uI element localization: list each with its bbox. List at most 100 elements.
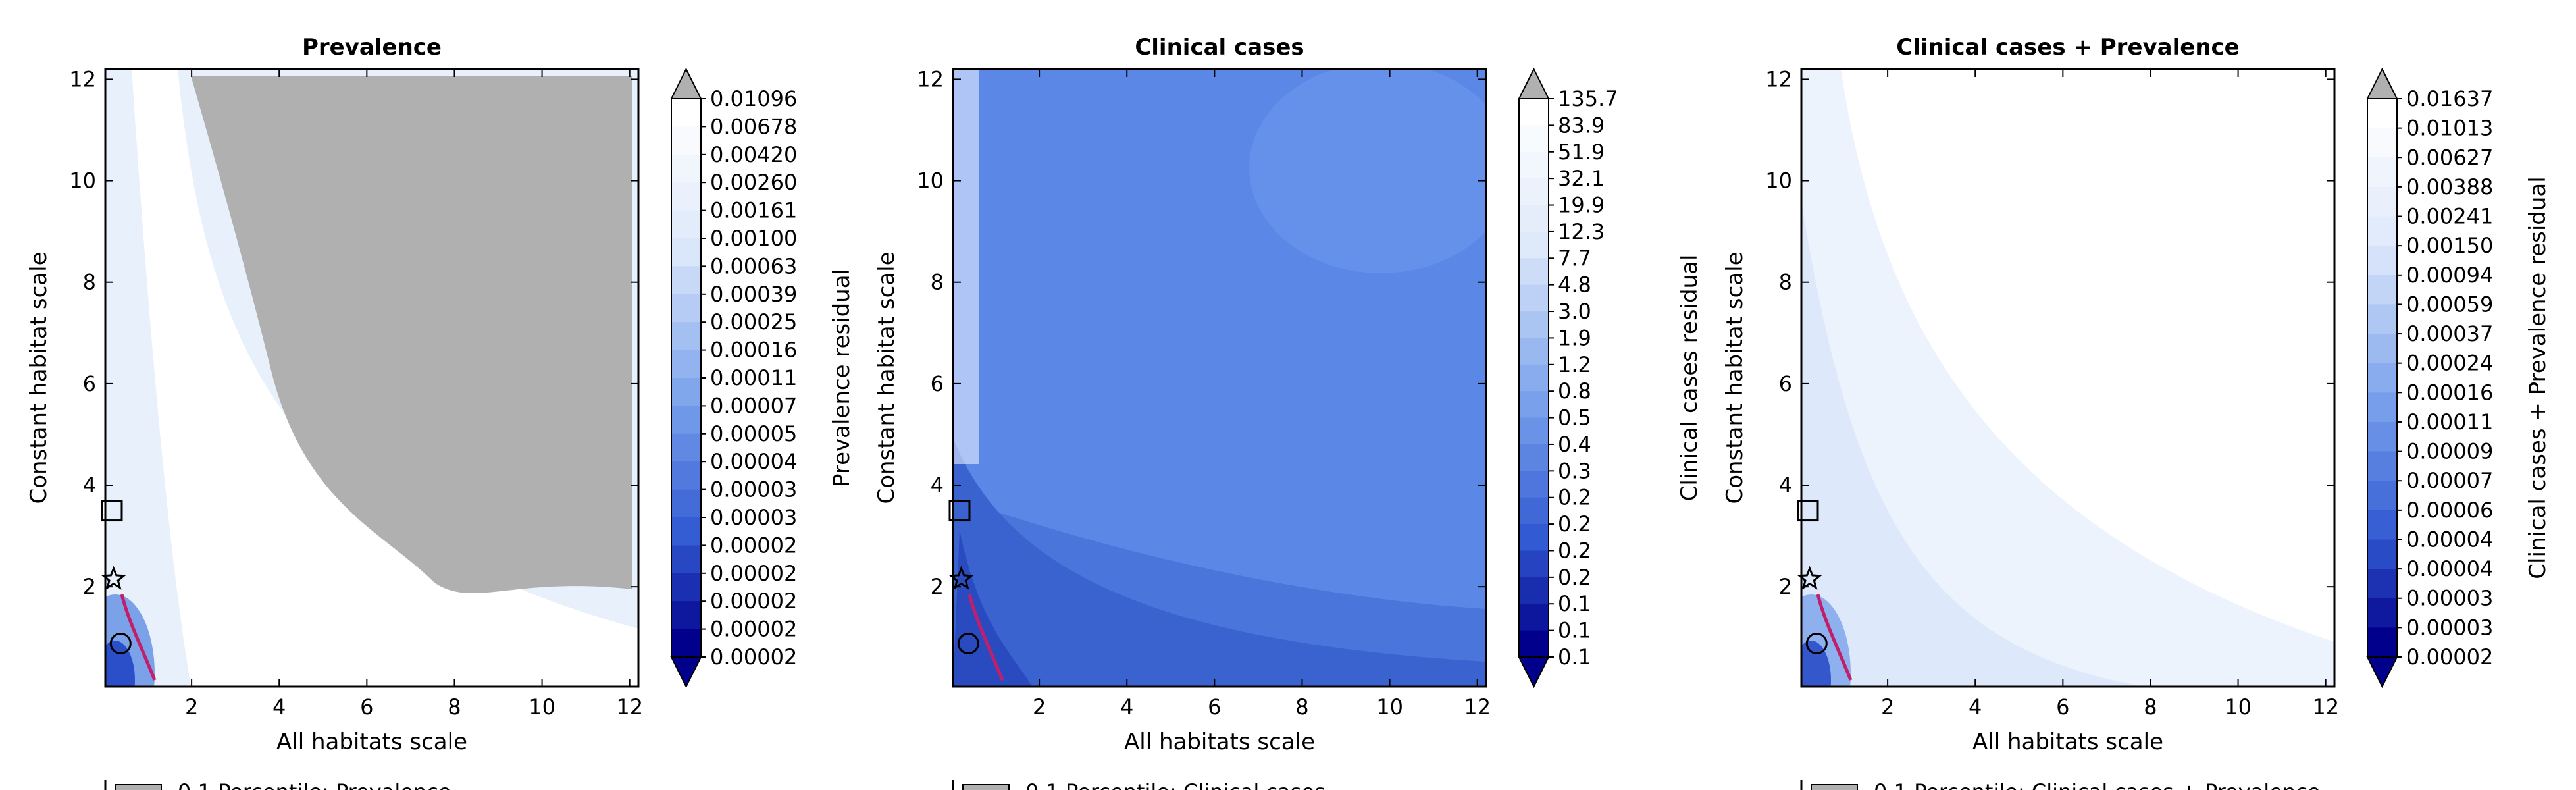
colorbar-segment (2367, 481, 2397, 511)
x-tick-label: 12 (616, 695, 643, 720)
x-axis-label: All habitats scale (276, 729, 467, 755)
colorbar-segment (2367, 569, 2397, 599)
legend-entry-label: 0.1 Percentile: Clinical cases + Prevale… (1874, 779, 2320, 790)
axes-frame (952, 68, 1487, 688)
colorbar-frame (1518, 98, 1549, 658)
colorbar-tick-label: 0.00002 (710, 645, 797, 670)
colorbar-segment (1519, 364, 1549, 392)
legend-entry-label: 0.1 Percentile: Prevalence (178, 779, 451, 790)
colorbar-tick-label: 0.00016 (710, 338, 797, 363)
colorbar-top-extend (1518, 67, 1550, 99)
legend-swatch (1811, 784, 1858, 790)
colorbar-tick-label: 0.00009 (2406, 439, 2493, 464)
legend-swatch (962, 784, 1010, 790)
colorbar-segment (2367, 627, 2397, 658)
colorbar-segment (1519, 524, 1549, 551)
colorbar-tick-label: 0.00007 (710, 393, 797, 418)
y-tick-label: 2 (83, 574, 96, 599)
colorbar-tick-label: 0.00100 (710, 226, 797, 251)
overflow-region (191, 76, 632, 594)
colorbar-segment (2367, 598, 2397, 628)
colorbar-segment (671, 126, 701, 155)
heatmap-field (953, 69, 1486, 687)
x-tick-label: 4 (1120, 695, 1133, 720)
colorbar-segment (2367, 539, 2397, 569)
colorbar-segment (671, 294, 701, 323)
colorbar-tick-label: 0.00003 (710, 505, 797, 530)
y-tick-label: 12 (1765, 66, 1792, 92)
colorbar-segment (671, 182, 701, 211)
colorbar-segment (2367, 363, 2397, 393)
y-tick-label: 4 (1779, 473, 1792, 498)
y-tick-label: 6 (931, 371, 944, 396)
colorbar-segment (1519, 604, 1549, 631)
min-band (953, 530, 1032, 687)
colorbar-segment (671, 378, 701, 406)
colorbar-segment (1519, 151, 1549, 179)
colorbar-segment (671, 322, 701, 351)
colorbar-tick-label: 0.00037 (2406, 321, 2493, 346)
colorbar-tick-label: 0.1 (1558, 645, 1591, 670)
percentile-contour (967, 594, 1004, 681)
marker-star (101, 566, 126, 590)
colorbar-segment (1519, 258, 1549, 286)
colorbar-tick-label: 0.00007 (2406, 468, 2493, 493)
colorbar: 135.783.951.932.119.912.37.74.83.01.91.2… (1518, 67, 1703, 689)
colorbar-tick-label: 3.0 (1558, 299, 1591, 324)
colorbar-tick-label: 0.00025 (710, 309, 797, 334)
colorbar-segment (1519, 125, 1549, 153)
colorbar-segment (671, 489, 701, 518)
colorbar-top-extend (2366, 67, 2398, 99)
colorbar-frame (2367, 98, 2398, 658)
colorbar-segment (1519, 417, 1549, 445)
colorbar-tick-label: 0.00678 (710, 114, 797, 139)
colorbar-segment (1519, 231, 1549, 259)
x-tick-label: 6 (2056, 695, 2069, 720)
colorbar-segment (671, 406, 701, 434)
percentile-contour (120, 594, 157, 681)
colorbar-segment (2367, 157, 2397, 188)
colorbar-tick-label: 0.00161 (710, 198, 797, 223)
colorbar-tick-label: 0.00002 (710, 617, 797, 642)
colorbar-segment (671, 433, 701, 462)
colorbar-tick-label: 0.00627 (2406, 145, 2493, 170)
colorbar-tick-label: 0.00063 (710, 253, 797, 278)
colorbar-tick-label: 0.00003 (710, 477, 797, 502)
colorbar-segment (671, 266, 701, 295)
colorbar-tick-label: 0.00024 (2406, 351, 2493, 376)
colorbar-tick-label: 1.9 (1558, 325, 1591, 350)
y-tick-label: 8 (1779, 270, 1792, 295)
colorbar-tick-label: 0.00004 (710, 449, 797, 474)
y-tick-label: 4 (931, 473, 944, 498)
colorbar-tick-label: 32.1 (1558, 166, 1605, 191)
colorbar-segment (1519, 99, 1549, 126)
x-tick-label: 4 (1969, 695, 1982, 720)
colorbar-top-extend (670, 67, 702, 99)
low-residual-band (132, 69, 638, 687)
colorbar-tick-label: 0.00004 (2406, 556, 2493, 581)
y-tick-label: 2 (931, 574, 944, 599)
x-tick-label: 8 (2144, 695, 2157, 720)
colorbar-tick-label: 0.00002 (710, 533, 797, 558)
colorbar-tick-label: 0.00094 (2406, 263, 2493, 288)
marker-star (1797, 566, 1822, 590)
min-corner (1801, 641, 1831, 687)
x-tick-label: 10 (1376, 695, 1403, 720)
chart-title: Clinical cases (1135, 34, 1304, 61)
colorbar-tick-label: 0.1 (1558, 618, 1591, 643)
colorbar-segment (1519, 178, 1549, 206)
colorbar-segment (2367, 510, 2397, 540)
x-tick-label: 8 (448, 695, 461, 720)
colorbar-tick-label: 0.00241 (2406, 204, 2493, 229)
colorbar-segment (2367, 246, 2397, 276)
colorbar-tick-label: 0.00002 (2406, 645, 2493, 670)
x-tick-label: 2 (1881, 695, 1894, 720)
colorbar-bottom-extend (1518, 656, 1550, 689)
colorbar-tick-label: 83.9 (1558, 113, 1605, 138)
marker-square (1797, 500, 1819, 522)
y-tick-label: 6 (1779, 371, 1792, 396)
colorbar-segment (671, 238, 701, 267)
colorbar-segment (1519, 550, 1549, 578)
x-tick-label: 2 (185, 695, 198, 720)
marker-square (101, 500, 123, 522)
